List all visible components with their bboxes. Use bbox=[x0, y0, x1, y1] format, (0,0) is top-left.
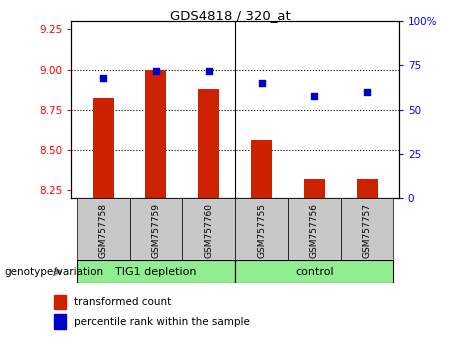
Bar bbox=[93, 98, 114, 198]
Bar bbox=[251, 140, 272, 198]
Text: GSM757758: GSM757758 bbox=[99, 203, 107, 258]
Bar bbox=[235, 260, 394, 283]
Bar bbox=[145, 69, 166, 198]
Bar bbox=[288, 198, 341, 260]
Point bbox=[152, 68, 160, 74]
Point bbox=[205, 68, 213, 74]
Bar bbox=[198, 89, 219, 198]
Text: percentile rank within the sample: percentile rank within the sample bbox=[74, 317, 250, 327]
Point bbox=[100, 75, 107, 81]
Text: GSM757760: GSM757760 bbox=[204, 203, 213, 258]
Point bbox=[258, 80, 265, 86]
Text: GSM757756: GSM757756 bbox=[310, 203, 319, 258]
Text: genotype/variation: genotype/variation bbox=[5, 267, 104, 277]
Bar bbox=[54, 314, 66, 329]
Bar bbox=[341, 198, 394, 260]
Bar bbox=[182, 198, 235, 260]
Point bbox=[311, 93, 318, 98]
Text: GDS4818 / 320_at: GDS4818 / 320_at bbox=[170, 9, 291, 22]
Text: GSM757755: GSM757755 bbox=[257, 203, 266, 258]
Text: control: control bbox=[295, 267, 334, 277]
Bar bbox=[356, 179, 378, 198]
Bar bbox=[130, 198, 182, 260]
Bar bbox=[77, 198, 130, 260]
Point bbox=[363, 89, 371, 95]
Text: TIG1 depletion: TIG1 depletion bbox=[115, 267, 197, 277]
Text: GSM757757: GSM757757 bbox=[363, 203, 372, 258]
Bar bbox=[304, 179, 325, 198]
Bar bbox=[235, 198, 288, 260]
Bar bbox=[54, 295, 66, 309]
Text: transformed count: transformed count bbox=[74, 297, 171, 307]
Text: GSM757759: GSM757759 bbox=[151, 203, 160, 258]
Bar bbox=[77, 260, 235, 283]
